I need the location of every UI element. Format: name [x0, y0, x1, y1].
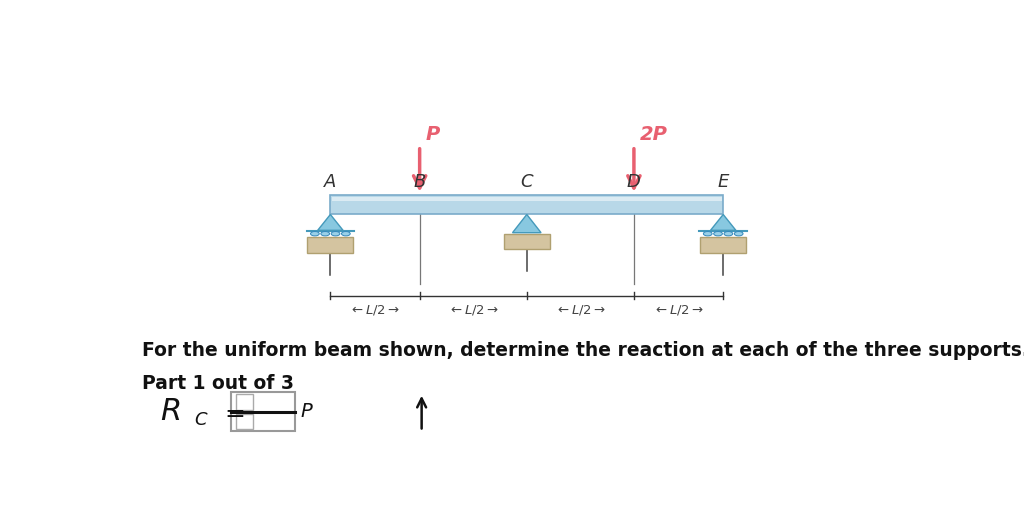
Text: P: P: [425, 125, 439, 144]
Bar: [504, 233, 550, 249]
Circle shape: [331, 232, 340, 236]
Circle shape: [734, 232, 743, 236]
Circle shape: [703, 232, 712, 236]
Bar: [236, 414, 253, 429]
Text: B: B: [414, 173, 426, 191]
Text: D: D: [627, 173, 641, 191]
Text: 2P: 2P: [639, 125, 668, 144]
Text: $\leftarrow L/2\rightarrow$: $\leftarrow L/2\rightarrow$: [447, 303, 499, 317]
Text: $R$: $R$: [160, 397, 180, 426]
Circle shape: [724, 232, 733, 236]
Bar: [700, 237, 746, 253]
Text: Part 1 out of 3: Part 1 out of 3: [142, 374, 294, 393]
Circle shape: [321, 232, 330, 236]
Text: $C$: $C$: [194, 411, 209, 430]
Text: $\leftarrow L/2\rightarrow$: $\leftarrow L/2\rightarrow$: [349, 303, 400, 317]
Text: C: C: [520, 173, 534, 191]
Polygon shape: [711, 214, 736, 230]
Text: For the uniform beam shown, determine the reaction at each of the three supports: For the uniform beam shown, determine th…: [142, 341, 1024, 360]
Circle shape: [714, 232, 722, 236]
Text: $\leftarrow L/2\rightarrow$: $\leftarrow L/2\rightarrow$: [555, 303, 606, 317]
Bar: [332, 197, 722, 201]
Bar: [331, 195, 723, 214]
Circle shape: [310, 232, 319, 236]
Bar: [236, 394, 253, 409]
Bar: [307, 237, 353, 253]
Text: $\leftarrow L/2\rightarrow$: $\leftarrow L/2\rightarrow$: [653, 303, 705, 317]
Circle shape: [341, 232, 350, 236]
Text: $P$: $P$: [300, 402, 314, 421]
Bar: [231, 392, 295, 432]
Text: $=$: $=$: [220, 400, 245, 423]
Polygon shape: [317, 214, 343, 230]
Text: A: A: [325, 173, 337, 191]
Text: E: E: [718, 173, 729, 191]
Polygon shape: [512, 214, 541, 233]
